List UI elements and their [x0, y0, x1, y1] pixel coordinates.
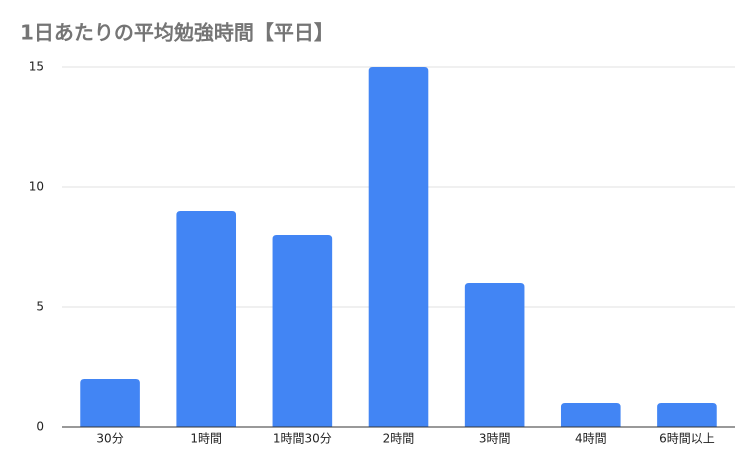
bar: [80, 379, 140, 427]
bar: [657, 403, 717, 427]
y-tick-label: 0: [36, 420, 44, 434]
y-tick-label: 15: [29, 60, 44, 74]
y-tick-label: 5: [36, 300, 44, 314]
x-tick-label: 1時間: [190, 432, 222, 446]
bar: [560, 403, 621, 427]
x-tick-label: 1時間30分: [273, 432, 332, 446]
x-tick-label: 30分: [96, 432, 123, 446]
bar: [464, 283, 525, 427]
bar: [368, 67, 429, 427]
bar: [176, 211, 237, 427]
bar: [272, 235, 333, 427]
y-tick-label: 10: [29, 180, 44, 194]
x-tick-label: 4時間: [575, 432, 607, 446]
x-tick-label: 2時間: [383, 432, 415, 446]
x-tick-label: 3時間: [479, 432, 511, 446]
x-tick-label: 6時間以上: [659, 432, 715, 446]
chart-title: 1日あたりの平均勉強時間【平日】: [20, 21, 334, 45]
